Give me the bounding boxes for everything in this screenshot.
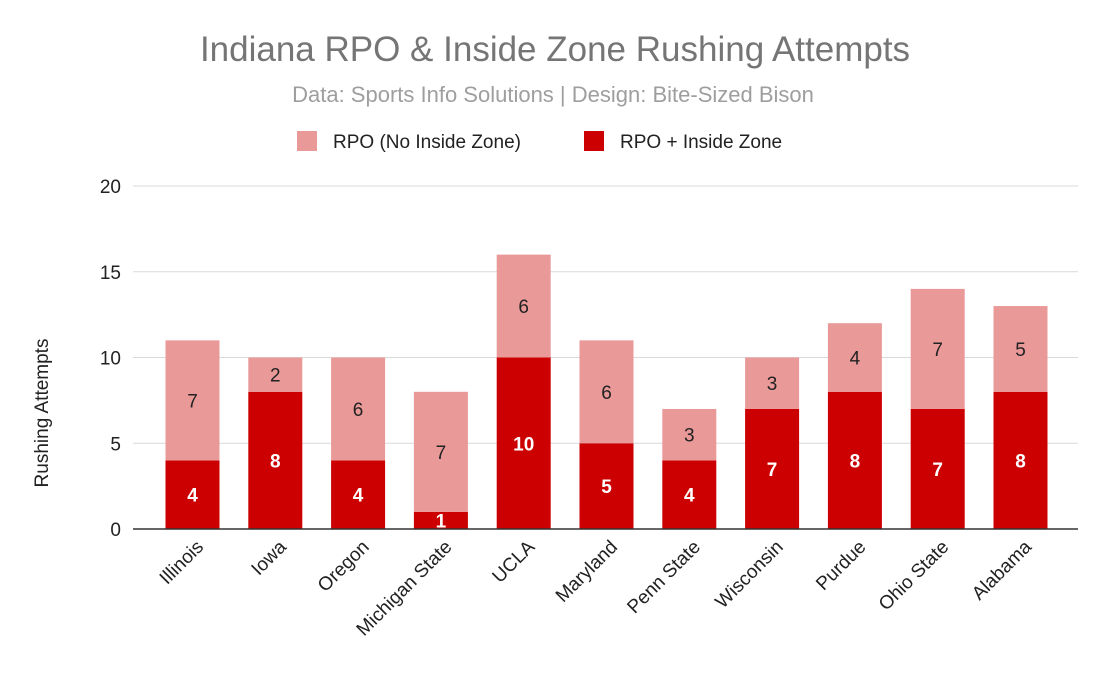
bar-alabama-rpo-no-inside-zone [993, 306, 1048, 392]
y-tick-label: 15 [100, 263, 121, 284]
legend-label-rpo-inside-zone: RPO + Inside Zone [620, 132, 782, 153]
data-label-oregon-rpo-no-inside-zone: 6 [353, 400, 364, 421]
chart-subtitle: Data: Sports Info Solutions | Design: Bi… [292, 82, 814, 107]
bar-illinois-rpo-no-inside-zone [165, 340, 220, 461]
bar-ucla-rpo-no-inside-zone [496, 254, 551, 358]
y-tick-label: 10 [100, 349, 121, 370]
data-label-wisconsin-rpo-no-inside-zone: 3 [767, 374, 778, 395]
x-tick-label: Alabama [968, 536, 1036, 604]
chart-title: Indiana RPO & Inside Zone Rushing Attemp… [200, 30, 910, 69]
data-label-maryland-rpo-inside-zone: 5 [601, 477, 612, 498]
bar-iowa-rpo-no-inside-zone [248, 357, 303, 392]
data-label-alabama-rpo-inside-zone: 8 [1015, 451, 1026, 472]
bar-michigan-state-rpo-no-inside-zone [413, 391, 468, 512]
bar-oregon-rpo-inside-zone [331, 460, 386, 529]
data-label-ucla-rpo-inside-zone: 10 [513, 434, 534, 455]
bar-maryland-rpo-inside-zone [579, 443, 634, 529]
bar-wisconsin-rpo-no-inside-zone [745, 357, 800, 409]
bar-maryland-rpo-no-inside-zone [579, 340, 634, 444]
data-label-illinois-rpo-inside-zone: 4 [187, 486, 198, 507]
x-tick-label: Wisconsin [712, 537, 788, 613]
data-label-purdue-rpo-inside-zone: 8 [850, 451, 861, 472]
y-tick-label: 5 [110, 434, 121, 455]
bar-iowa-rpo-inside-zone [248, 391, 303, 529]
x-tick-label: Illinois [156, 537, 208, 589]
x-tick-label: Purdue [812, 537, 870, 595]
data-label-ohio-state-rpo-no-inside-zone: 7 [932, 340, 943, 361]
legend-swatch-rpo-no-inside-zone [297, 131, 317, 151]
bar-michigan-state-rpo-inside-zone [413, 511, 468, 529]
bar-oregon-rpo-no-inside-zone [331, 357, 386, 461]
bar-ohio-state-rpo-inside-zone [910, 408, 965, 529]
legend: RPO (No Inside Zone) RPO + Inside Zone [297, 131, 782, 153]
bars: 4 7 8 2 4 6 1 7 10 6 5 6 4 3 7 3 8 4 7 7 8 5 [165, 254, 1048, 532]
x-tick-label: Ohio State [875, 537, 953, 615]
x-tick-label: UCLA [489, 536, 540, 587]
y-tick-label: 0 [110, 520, 121, 541]
data-label-illinois-rpo-no-inside-zone: 7 [187, 391, 198, 412]
data-label-iowa-rpo-no-inside-zone: 2 [270, 366, 281, 387]
data-label-wisconsin-rpo-inside-zone: 7 [767, 460, 778, 481]
data-label-oregon-rpo-inside-zone: 4 [353, 486, 364, 507]
bar-purdue-rpo-inside-zone [827, 391, 882, 529]
x-tick-label: Penn State [623, 537, 704, 618]
bar-wisconsin-rpo-inside-zone [745, 408, 800, 529]
bar-penn-state-rpo-no-inside-zone [662, 408, 717, 461]
data-label-michigan-state-rpo-inside-zone: 1 [436, 511, 447, 532]
legend-label-rpo-no-inside-zone: RPO (No Inside Zone) [333, 132, 521, 153]
bar-illinois-rpo-inside-zone [165, 460, 220, 529]
data-label-penn-state-rpo-no-inside-zone: 3 [684, 426, 695, 447]
y-tick-label: 20 [100, 177, 121, 198]
data-label-iowa-rpo-inside-zone: 8 [270, 451, 281, 472]
bar-ucla-rpo-inside-zone [496, 357, 551, 529]
bar-ohio-state-rpo-no-inside-zone [910, 288, 965, 409]
x-tick-label: Oregon [314, 537, 374, 597]
data-label-penn-state-rpo-inside-zone: 4 [684, 486, 695, 507]
bar-purdue-rpo-no-inside-zone [827, 323, 882, 392]
data-label-alabama-rpo-no-inside-zone: 5 [1015, 340, 1026, 361]
data-label-ohio-state-rpo-inside-zone: 7 [932, 460, 943, 481]
y-axis-label: Rushing Attempts [32, 339, 53, 488]
data-label-purdue-rpo-no-inside-zone: 4 [850, 349, 861, 370]
x-tick-label: Iowa [248, 536, 292, 580]
legend-swatch-rpo-inside-zone [584, 131, 604, 151]
data-label-maryland-rpo-no-inside-zone: 6 [601, 383, 612, 404]
bar-penn-state-rpo-inside-zone [662, 460, 717, 529]
bar-alabama-rpo-inside-zone [993, 391, 1048, 529]
data-label-michigan-state-rpo-no-inside-zone: 7 [436, 443, 447, 464]
data-label-ucla-rpo-no-inside-zone: 6 [518, 297, 529, 318]
y-axis-ticks: 0 5 10 15 20 [100, 177, 121, 541]
x-tick-label: Maryland [552, 537, 622, 607]
